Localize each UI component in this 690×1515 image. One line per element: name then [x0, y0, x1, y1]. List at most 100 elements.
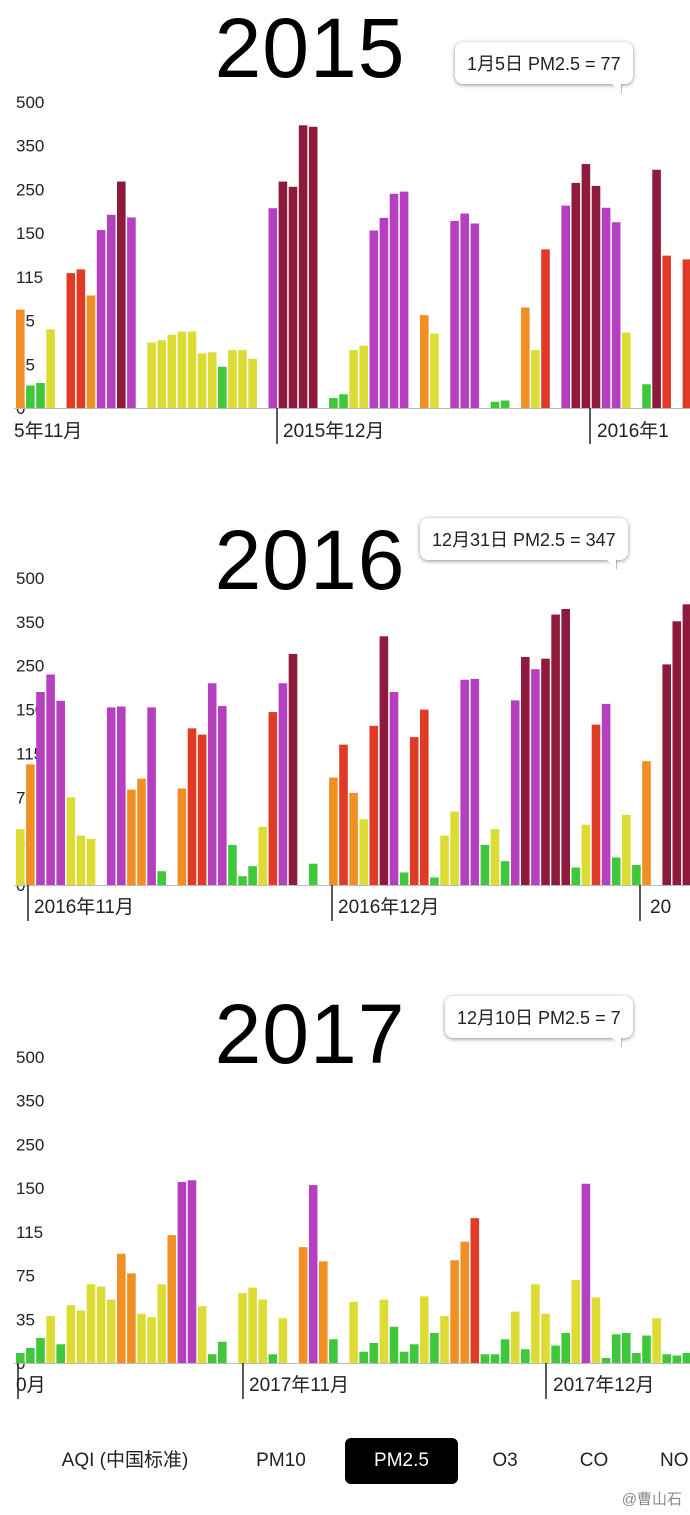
bar[interactable] — [56, 1344, 65, 1363]
bar[interactable] — [510, 700, 520, 885]
bar[interactable] — [197, 734, 207, 885]
bar[interactable] — [389, 1326, 399, 1363]
bar[interactable] — [197, 353, 207, 408]
bar[interactable] — [409, 737, 419, 885]
bar[interactable] — [106, 707, 116, 885]
bar[interactable] — [207, 683, 217, 885]
bar[interactable] — [601, 1358, 611, 1363]
bar[interactable] — [16, 1353, 25, 1363]
bar[interactable] — [278, 1318, 288, 1363]
bar[interactable] — [308, 126, 318, 409]
bar[interactable] — [66, 1305, 76, 1363]
bar[interactable] — [521, 307, 530, 408]
bar[interactable] — [197, 1306, 207, 1363]
bar[interactable] — [420, 1296, 429, 1363]
bar[interactable] — [500, 861, 510, 885]
bar[interactable] — [26, 385, 35, 408]
bar[interactable] — [278, 683, 288, 885]
bar[interactable] — [258, 1299, 267, 1363]
bar[interactable] — [591, 1297, 601, 1363]
bar[interactable] — [652, 169, 661, 408]
bar[interactable] — [187, 1180, 197, 1363]
bar[interactable] — [420, 709, 429, 885]
bar[interactable] — [662, 255, 671, 408]
bar[interactable] — [460, 679, 469, 885]
bar[interactable] — [278, 181, 288, 408]
bar[interactable] — [349, 1301, 358, 1363]
bar[interactable] — [86, 1284, 96, 1363]
bar[interactable] — [632, 864, 641, 885]
bar[interactable] — [682, 604, 690, 885]
tab-no[interactable]: NO — [660, 1450, 689, 1471]
bar[interactable] — [470, 223, 480, 408]
bar[interactable] — [157, 871, 166, 885]
bar[interactable] — [409, 1344, 419, 1363]
bar[interactable] — [218, 1341, 227, 1363]
bar[interactable] — [571, 1279, 581, 1363]
bar[interactable] — [218, 706, 227, 885]
bar[interactable] — [177, 788, 187, 885]
bar[interactable] — [430, 333, 439, 408]
bar[interactable] — [490, 829, 500, 885]
bar[interactable] — [339, 394, 348, 408]
bar[interactable] — [480, 844, 490, 885]
bar[interactable] — [480, 1354, 490, 1363]
bar[interactable] — [16, 309, 25, 408]
bar[interactable] — [581, 824, 591, 885]
bar[interactable] — [470, 678, 480, 885]
bar[interactable] — [36, 383, 45, 408]
tab-co[interactable]: CO — [579, 1450, 609, 1471]
bar[interactable] — [531, 669, 540, 885]
bar[interactable] — [470, 1218, 480, 1363]
bar[interactable] — [521, 1349, 530, 1363]
bar[interactable] — [601, 207, 611, 408]
bar[interactable] — [238, 350, 247, 408]
bar[interactable] — [349, 792, 358, 885]
bar[interactable] — [460, 1241, 469, 1363]
bar[interactable] — [561, 1333, 570, 1363]
bar[interactable] — [26, 1348, 35, 1363]
bar[interactable] — [228, 350, 237, 408]
bar[interactable] — [571, 182, 581, 408]
bar[interactable] — [218, 366, 227, 408]
bar[interactable] — [147, 342, 156, 408]
bar[interactable] — [591, 724, 601, 885]
bar[interactable] — [379, 1299, 389, 1363]
bar[interactable] — [611, 222, 621, 408]
bar[interactable] — [36, 1338, 45, 1363]
bar[interactable] — [288, 186, 298, 408]
bar[interactable] — [389, 692, 399, 885]
bar[interactable] — [268, 1354, 278, 1363]
bar[interactable] — [541, 658, 550, 885]
bar[interactable] — [248, 358, 257, 408]
bar[interactable] — [672, 621, 682, 885]
bar[interactable] — [430, 1333, 439, 1363]
bar[interactable] — [561, 205, 570, 408]
bar[interactable] — [521, 656, 530, 885]
tab-o3[interactable]: O3 — [492, 1450, 518, 1471]
bar[interactable] — [308, 1185, 318, 1363]
bar[interactable] — [187, 728, 197, 885]
bar[interactable] — [167, 334, 177, 408]
bar[interactable] — [46, 1316, 55, 1363]
bar[interactable] — [207, 352, 217, 408]
bar[interactable] — [490, 401, 500, 408]
bar[interactable] — [117, 181, 126, 408]
bar[interactable] — [46, 674, 55, 885]
bar[interactable] — [622, 814, 631, 885]
bar[interactable] — [642, 1335, 651, 1363]
bar[interactable] — [268, 208, 278, 408]
bar[interactable] — [76, 1310, 86, 1363]
bar[interactable] — [329, 398, 338, 408]
bar[interactable] — [308, 863, 318, 885]
bar[interactable] — [359, 1351, 368, 1363]
bar[interactable] — [399, 1351, 409, 1363]
bar[interactable] — [601, 703, 611, 885]
bar[interactable] — [642, 761, 651, 885]
tab-aqi[interactable]: AQI (中国标准) — [61, 1450, 189, 1471]
bar[interactable] — [450, 1260, 459, 1363]
tab-pm10[interactable]: PM10 — [256, 1450, 306, 1471]
bar[interactable] — [682, 259, 690, 408]
bar[interactable] — [177, 331, 187, 409]
bar[interactable] — [16, 829, 25, 885]
